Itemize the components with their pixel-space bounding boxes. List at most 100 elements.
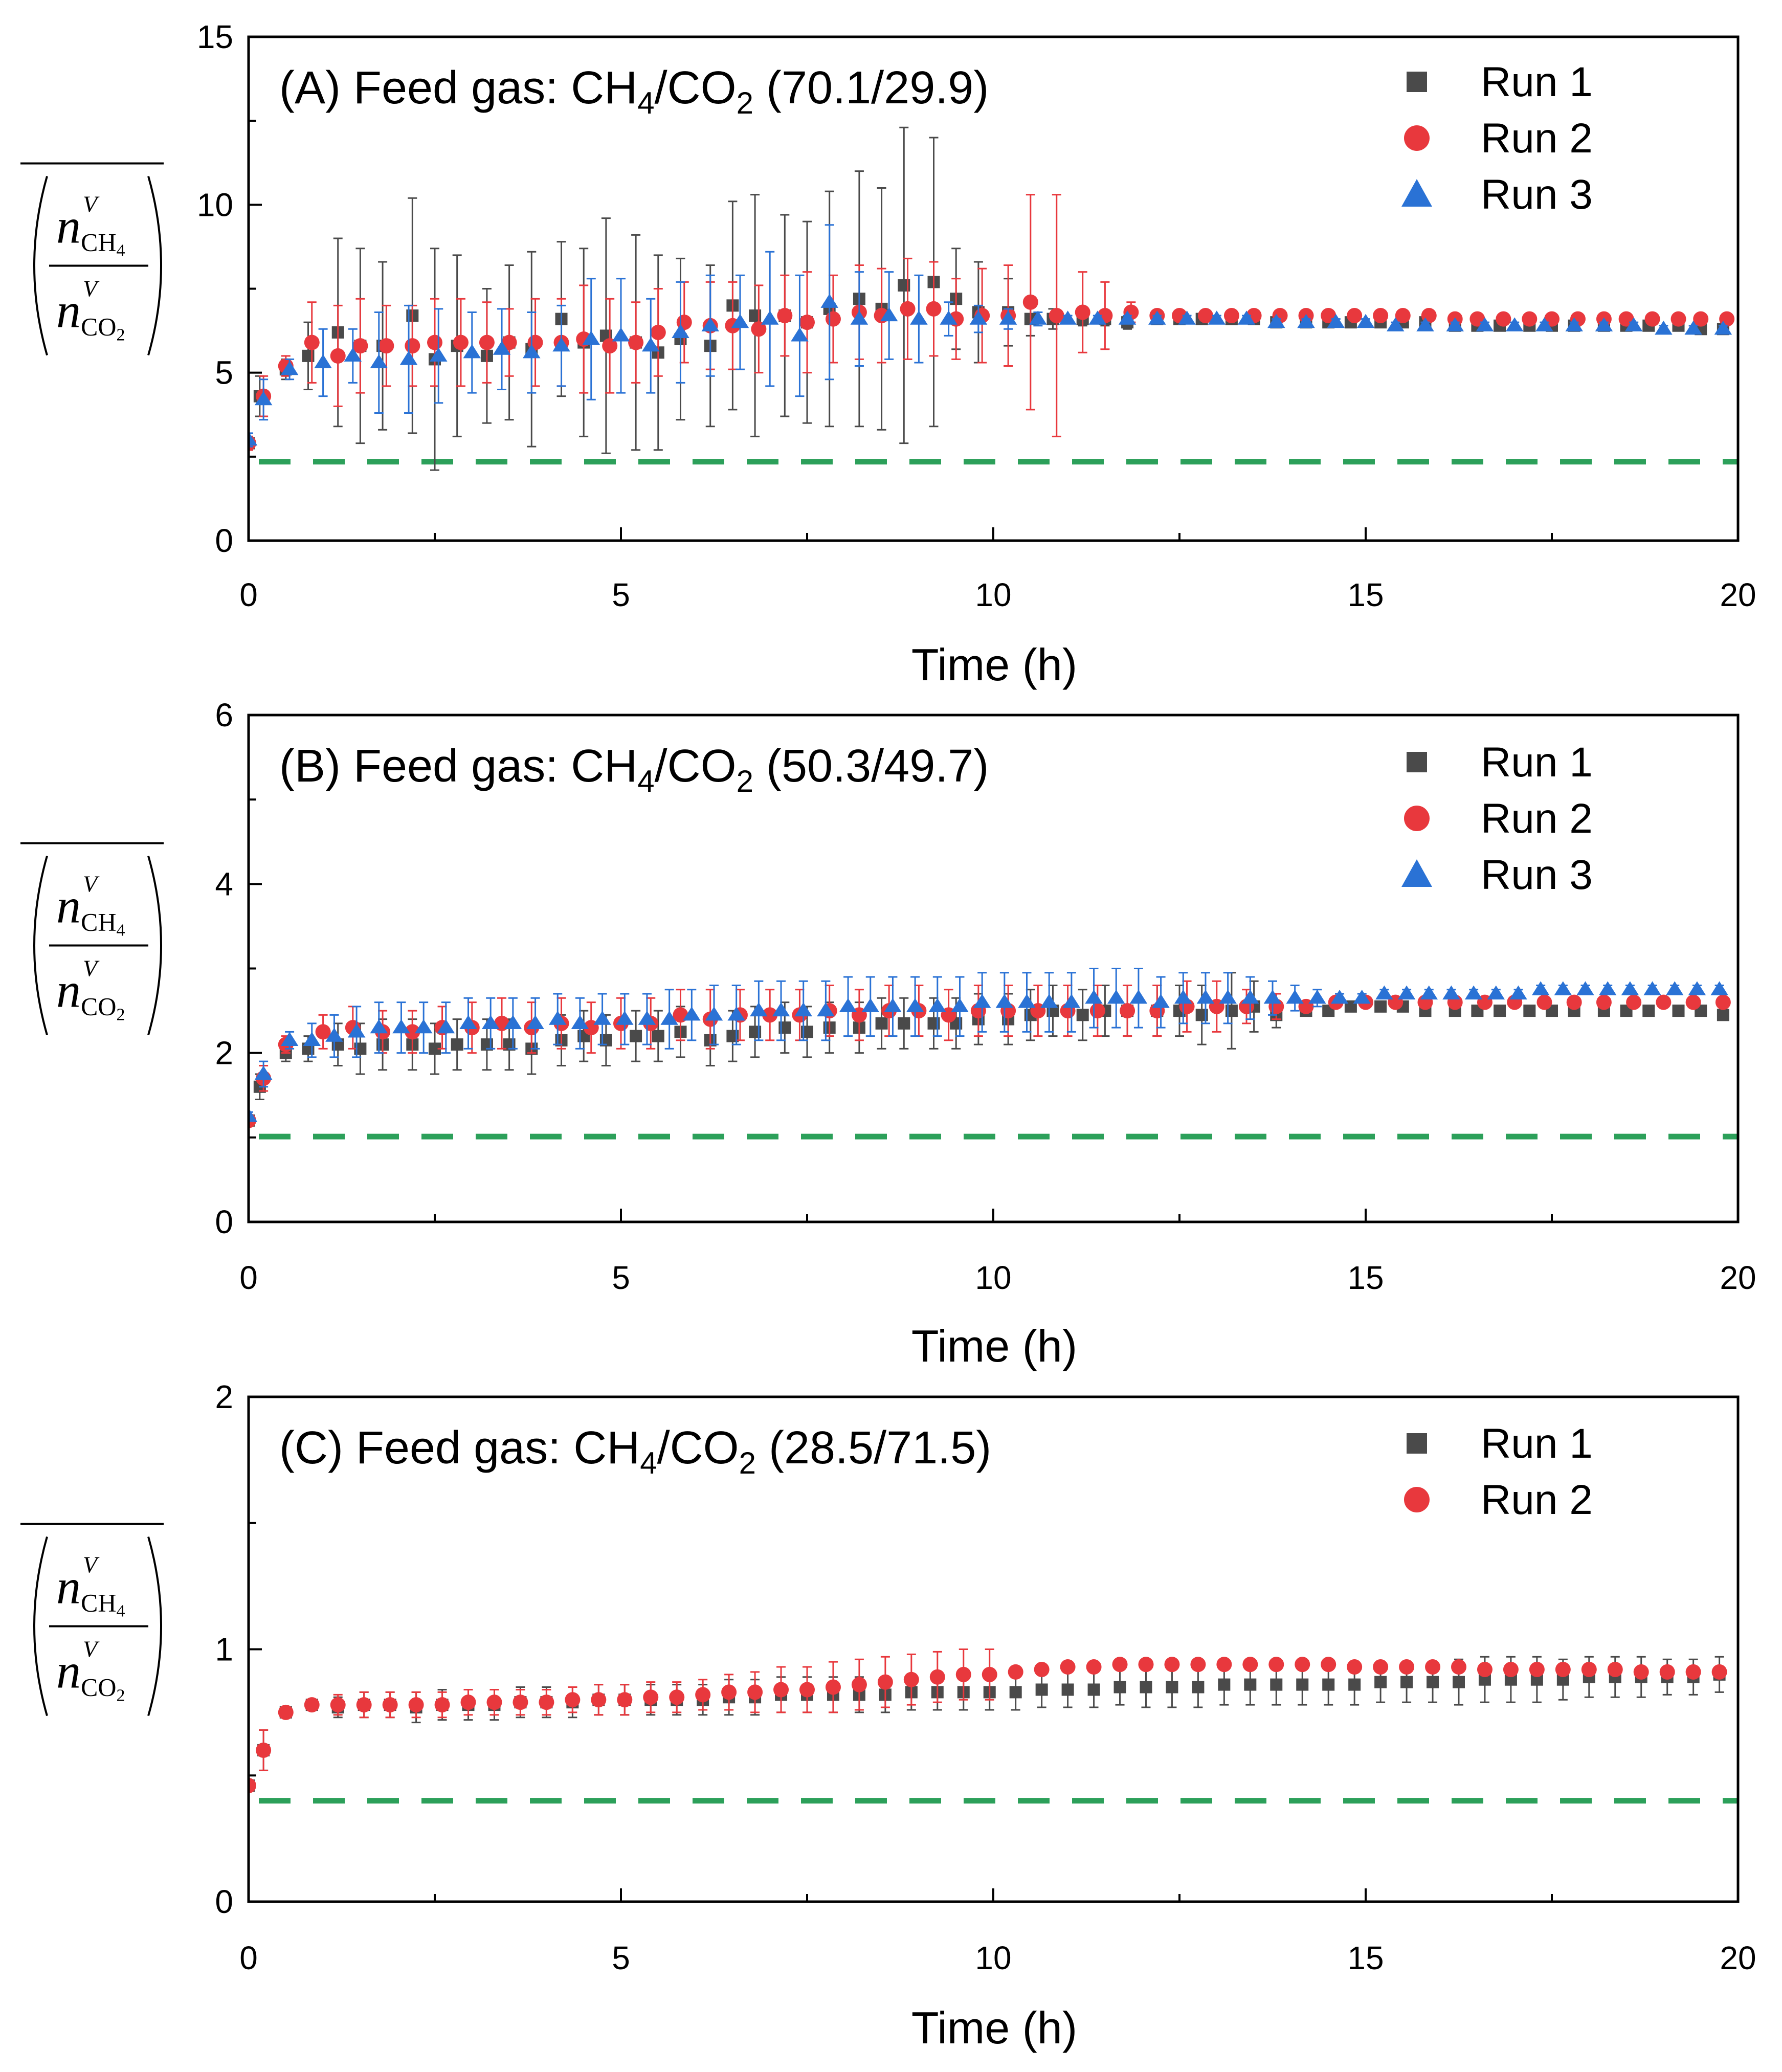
series-run-1: [249, 972, 1729, 1127]
data-point: [1496, 311, 1511, 327]
y-n: n: [56, 199, 81, 254]
data-point: [1685, 1664, 1701, 1680]
x-tick-label: 15: [1347, 1259, 1384, 1296]
y-tick-label: 0: [215, 1204, 233, 1240]
x-tick-label: 5: [612, 576, 630, 613]
data-point: [1711, 1664, 1727, 1680]
data-point: [315, 1024, 331, 1040]
data-point: [1118, 310, 1137, 325]
data-point: [1295, 1657, 1310, 1673]
data-point: [903, 1672, 919, 1687]
x-tick-label: 10: [975, 1259, 1011, 1296]
y-tick-label: 1: [215, 1631, 233, 1668]
y-n: n: [56, 879, 81, 933]
data-point: [1196, 989, 1215, 1004]
data-point: [356, 1697, 372, 1713]
data-point: [1400, 1676, 1413, 1688]
x-axis-title: Time (h): [911, 1321, 1077, 1371]
panel-title: (A) Feed gas: CH4/CO2 (70.1/29.9): [279, 62, 989, 120]
y-sub2: 4: [116, 1602, 125, 1621]
legend-label: Run 2: [1481, 795, 1593, 842]
data-point: [1420, 985, 1438, 1000]
data-point: [898, 1017, 910, 1030]
y-sup: V: [83, 955, 100, 982]
data-point: [1693, 311, 1709, 327]
y-sub: CH: [81, 1589, 116, 1617]
data-point: [652, 1030, 664, 1042]
y-sub: CH: [81, 228, 116, 257]
data-point: [1373, 308, 1389, 324]
y-denominator: nCO2: [56, 283, 125, 345]
data-point: [481, 1015, 500, 1029]
data-point: [1076, 1009, 1089, 1021]
data-point: [1112, 1657, 1128, 1673]
data-point: [861, 998, 880, 1012]
data-point: [820, 294, 838, 308]
panel-title-text: /CO: [655, 741, 737, 792]
data-point: [1446, 317, 1464, 331]
legend-marker: [1404, 1487, 1430, 1512]
data-point: [1576, 981, 1594, 995]
data-point: [1598, 981, 1617, 995]
data-point: [660, 1011, 678, 1025]
data-point: [1643, 981, 1661, 995]
data-point: [875, 1017, 888, 1030]
data-point: [429, 1042, 441, 1055]
data-point: [1297, 314, 1315, 328]
data-point: [1049, 308, 1064, 324]
data-point: [1659, 1664, 1675, 1680]
data-point: [1197, 308, 1213, 324]
legend-marker: [1401, 179, 1432, 207]
data-point: [1241, 989, 1259, 1004]
data-point: [850, 310, 868, 325]
y-tick-label: 6: [215, 697, 233, 733]
y-n: n: [56, 1644, 81, 1699]
panel-title-text: /CO: [655, 62, 737, 114]
data-point: [1322, 1678, 1335, 1691]
x-tick-label: 20: [1720, 1259, 1756, 1296]
data-point: [1375, 985, 1393, 1000]
data-point: [314, 354, 332, 369]
data-point: [951, 998, 969, 1012]
data-point: [593, 1011, 611, 1025]
data-point: [773, 1682, 789, 1698]
panel-title-sub: 2: [737, 86, 753, 120]
data-point: [1595, 317, 1613, 331]
y-denominator: nCO2: [56, 963, 125, 1024]
data-point: [1190, 1657, 1206, 1673]
data-point: [1416, 317, 1434, 331]
data-point: [1494, 1005, 1506, 1017]
data-point: [459, 1015, 477, 1029]
data-point: [1270, 1678, 1283, 1691]
data-point: [1244, 1678, 1257, 1691]
data-point: [750, 1002, 768, 1017]
data-point: [751, 321, 767, 337]
data-point: [1386, 317, 1405, 331]
plot-area: [249, 968, 1731, 1128]
data-point: [791, 327, 809, 342]
data-point: [325, 1028, 343, 1042]
data-point: [1656, 994, 1672, 1010]
data-point: [1395, 308, 1411, 324]
y-sup: V: [83, 871, 100, 897]
data-point: [1263, 989, 1282, 1004]
data-point: [370, 354, 388, 369]
data-point: [405, 338, 420, 354]
data-point: [1374, 1000, 1387, 1013]
y-tick-label: 2: [215, 1035, 233, 1072]
data-point: [1321, 1657, 1336, 1673]
data-point: [1018, 994, 1036, 1008]
y-sub2: 4: [116, 921, 125, 940]
y-sup: V: [83, 191, 100, 217]
y-sub2: 2: [116, 326, 125, 345]
y-tick-label: 15: [197, 18, 233, 55]
data-point: [1040, 994, 1058, 1008]
data-point: [616, 1011, 634, 1025]
data-point: [1087, 1683, 1100, 1696]
y-numerator: nCH4: [56, 1559, 125, 1621]
data-point: [799, 315, 815, 330]
data-point: [1397, 985, 1416, 1000]
data-point: [1008, 1664, 1023, 1680]
data-point: [249, 1777, 256, 1793]
